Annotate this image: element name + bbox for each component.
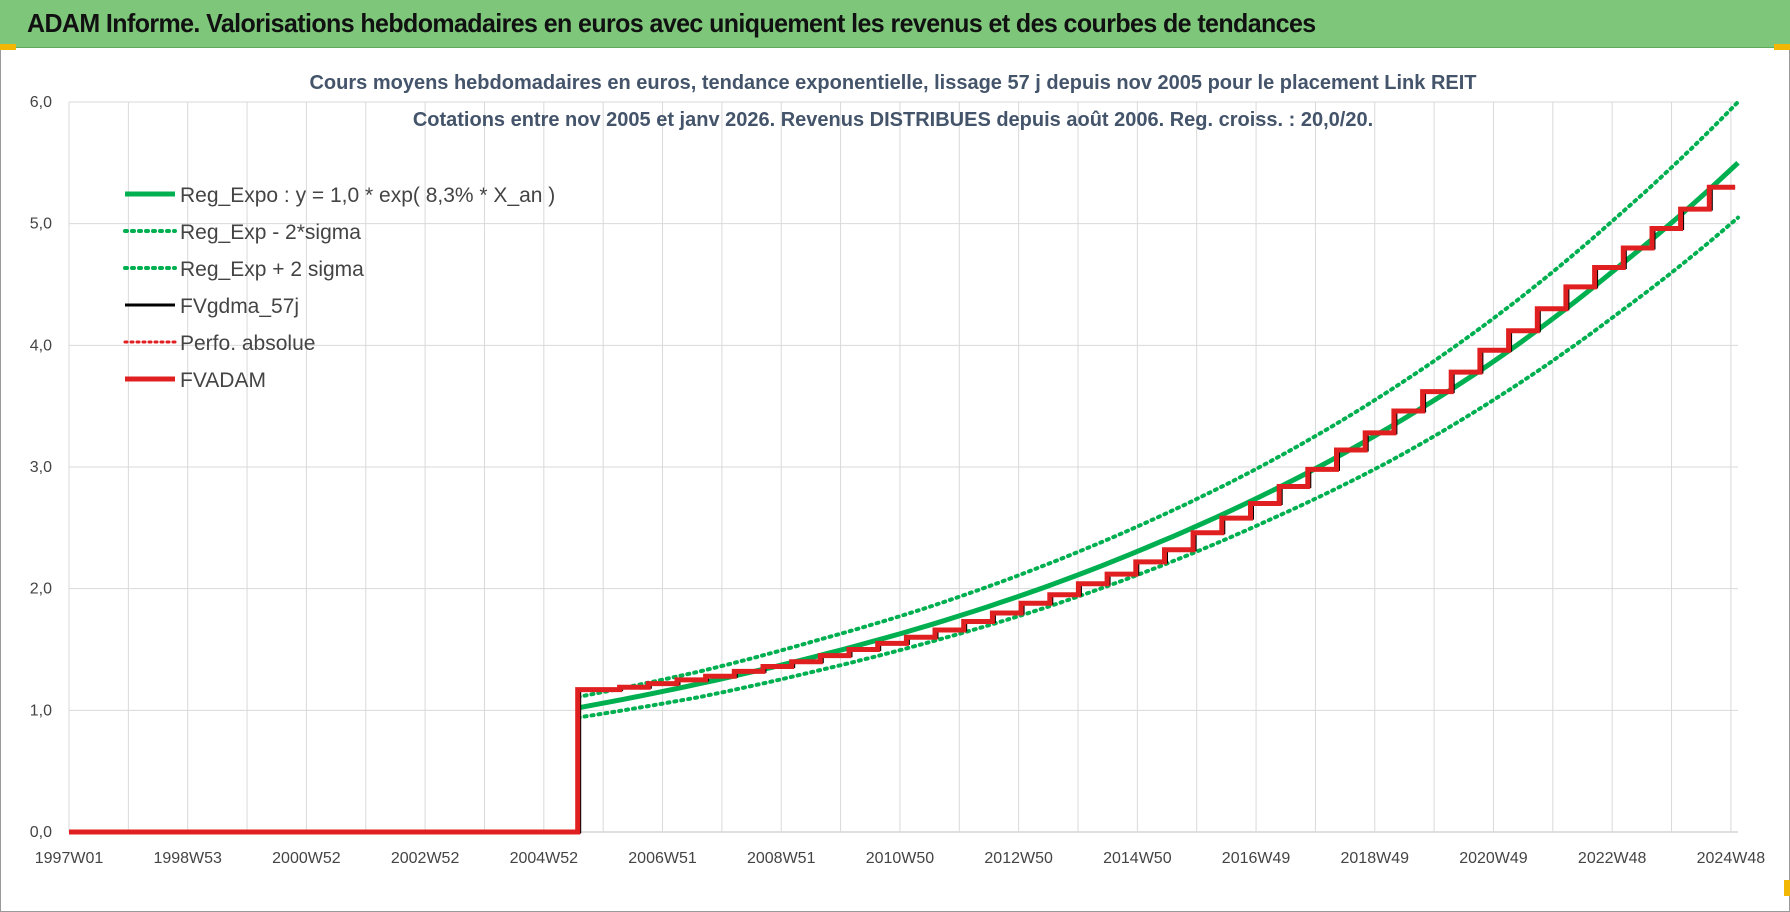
legend: Reg_Expo : y = 1,0 * exp( 8,3% * X_an ) R… xyxy=(123,184,555,392)
grid-layer xyxy=(68,101,1738,833)
x-tick-label: 1997W01 xyxy=(35,850,104,867)
legend-label-5: FVADAM xyxy=(180,369,266,392)
series-line-5 xyxy=(69,184,1736,835)
x-tick-label: 2002W52 xyxy=(391,850,460,867)
x-tick-label: 2006W51 xyxy=(628,850,697,867)
legend-label-2: Reg_Exp + 2 sigma xyxy=(180,258,364,281)
series-line-1 xyxy=(575,215,1740,720)
chart-title: Cours moyens hebdomadaires en euros, ten… xyxy=(309,72,1476,94)
x-tick-label: 2012W50 xyxy=(984,850,1053,867)
x-tick-label: 1998W53 xyxy=(153,850,222,867)
legend-label-4: Perfo. absolue xyxy=(180,332,315,355)
line-chart: 0,0 1,0 2,0 3,0 4,0 5,0 6,0 1997W01 1998W53 2000W… xyxy=(30,72,1765,867)
y-tick-label: 4,0 xyxy=(30,337,52,354)
x-tick-label: 2022W48 xyxy=(1578,850,1647,867)
corner-mark-bottom-right xyxy=(1784,880,1790,896)
tick-labels: 0,0 1,0 2,0 3,0 4,0 5,0 6,0 1997W01 1998W53 2000W… xyxy=(30,94,1765,867)
x-tick-label: 2016W49 xyxy=(1222,850,1291,867)
y-tick-label: 2,0 xyxy=(30,581,52,598)
legend-label-1: Reg_Exp - 2*sigma xyxy=(180,221,361,244)
series-line-0 xyxy=(577,160,1740,711)
x-tick-label: 2014W50 xyxy=(1103,850,1172,867)
x-tick-label: 2020W49 xyxy=(1459,850,1528,867)
series-line-2 xyxy=(575,100,1740,699)
x-tick-label: 2000W52 xyxy=(272,850,341,867)
page-title: ADAM Informe. Valorisations hebdomadaire… xyxy=(27,8,1316,38)
corner-mark-right xyxy=(1774,44,1790,50)
header-bar: ADAM Informe. Valorisations hebdomadaire… xyxy=(0,0,1790,48)
legend-label-0: Reg_Expo : y = 1,0 * exp( 8,3% * X_an ) xyxy=(180,184,555,207)
x-tick-label: 2018W49 xyxy=(1341,850,1410,867)
x-tick-label: 2008W51 xyxy=(747,850,816,867)
x-tick-label: 2024W48 xyxy=(1697,850,1766,867)
x-tick-label: 2010W50 xyxy=(866,850,935,867)
y-tick-label: 3,0 xyxy=(30,459,52,476)
series-layer xyxy=(69,100,1740,835)
series-line-3 xyxy=(69,185,1736,834)
chart-subtitle: Cotations entre nov 2005 et janv 2026. R… xyxy=(413,109,1373,131)
y-tick-label: 1,0 xyxy=(30,702,52,719)
y-tick-label: 0,0 xyxy=(30,824,52,841)
legend-label-3: FVgdma_57j xyxy=(180,295,299,318)
corner-mark-left xyxy=(0,44,16,50)
y-tick-label: 6,0 xyxy=(30,94,52,111)
x-tick-label: 2004W52 xyxy=(510,850,579,867)
y-tick-label: 5,0 xyxy=(30,216,52,233)
